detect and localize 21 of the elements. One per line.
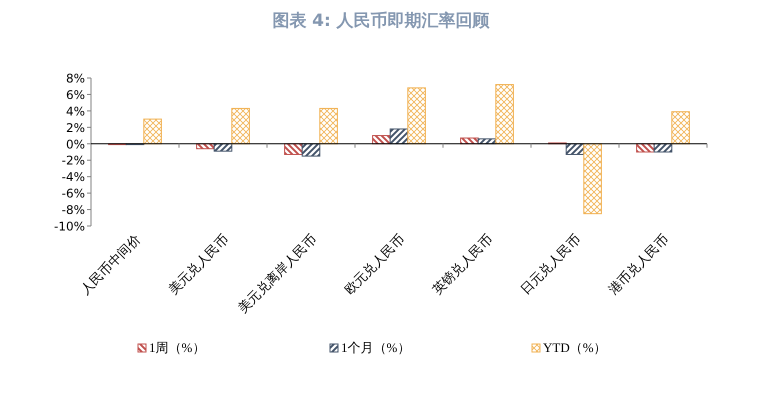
y-tick-label: 8% [66, 72, 85, 86]
x-tick-label: 人民币中间价 [77, 232, 144, 298]
y-tick-label: 4% [66, 104, 85, 118]
y-tick-label: 6% [66, 88, 85, 102]
legend-label: YTD（%） [543, 340, 607, 355]
chart-title: 图表 4: 人民币即期汇率回顾 [272, 11, 491, 31]
x-tick-label: 日元兑人民币 [517, 232, 584, 298]
x-tick-label: 港币兑人民币 [605, 232, 672, 298]
y-tick-label: -2% [62, 154, 85, 168]
y-tick-label: 0% [66, 137, 85, 152]
legend-label: 1周（%） [149, 340, 206, 355]
y-tick-label: -4% [62, 170, 85, 184]
y-tick-label: -8% [62, 203, 85, 218]
y-tick-label: -10% [54, 220, 85, 234]
x-tick-label: 美元兑离岸人民币 [234, 232, 320, 316]
x-tick-label: 美元兑人民币 [165, 232, 232, 298]
y-tick-label: 2% [66, 120, 85, 135]
legend-label: 1个月（%） [341, 340, 410, 355]
x-tick-label: 英镑兑人民币 [429, 232, 496, 298]
x-tick-label: 欧元兑人民币 [341, 232, 408, 298]
y-tick-label: -6% [62, 186, 85, 201]
